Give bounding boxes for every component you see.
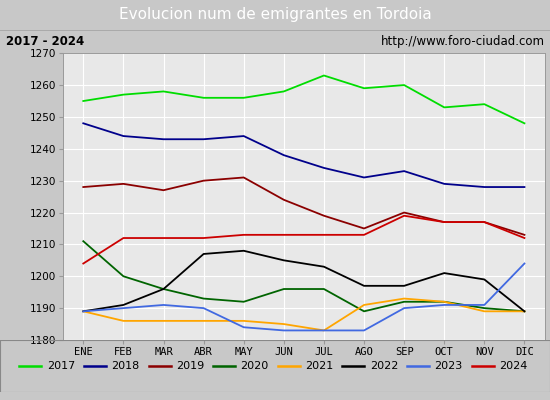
Text: 2017: 2017 bbox=[47, 361, 75, 371]
Text: 2021: 2021 bbox=[305, 361, 333, 371]
Text: 2022: 2022 bbox=[370, 361, 398, 371]
Text: 2024: 2024 bbox=[499, 361, 527, 371]
Text: 2018: 2018 bbox=[111, 361, 140, 371]
Text: 2023: 2023 bbox=[434, 361, 463, 371]
Text: 2017 - 2024: 2017 - 2024 bbox=[6, 35, 84, 48]
Text: 2020: 2020 bbox=[240, 361, 269, 371]
Text: Evolucion num de emigrantes en Tordoia: Evolucion num de emigrantes en Tordoia bbox=[119, 8, 431, 22]
Text: 2019: 2019 bbox=[176, 361, 204, 371]
Text: http://www.foro-ciudad.com: http://www.foro-ciudad.com bbox=[381, 35, 544, 48]
